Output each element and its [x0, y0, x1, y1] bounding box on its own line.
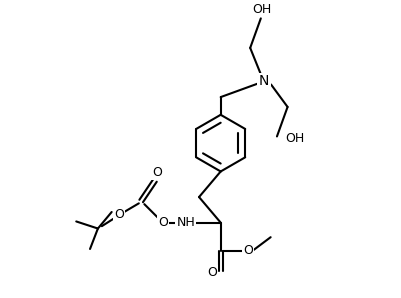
Text: O: O	[152, 166, 162, 179]
Text: O: O	[113, 208, 124, 221]
Text: O: O	[158, 216, 167, 229]
Text: N: N	[258, 74, 269, 88]
Text: OH: OH	[251, 3, 271, 16]
Text: O: O	[242, 244, 252, 257]
Text: NH: NH	[176, 216, 194, 229]
Text: O: O	[207, 266, 217, 279]
Text: OH: OH	[284, 132, 304, 145]
